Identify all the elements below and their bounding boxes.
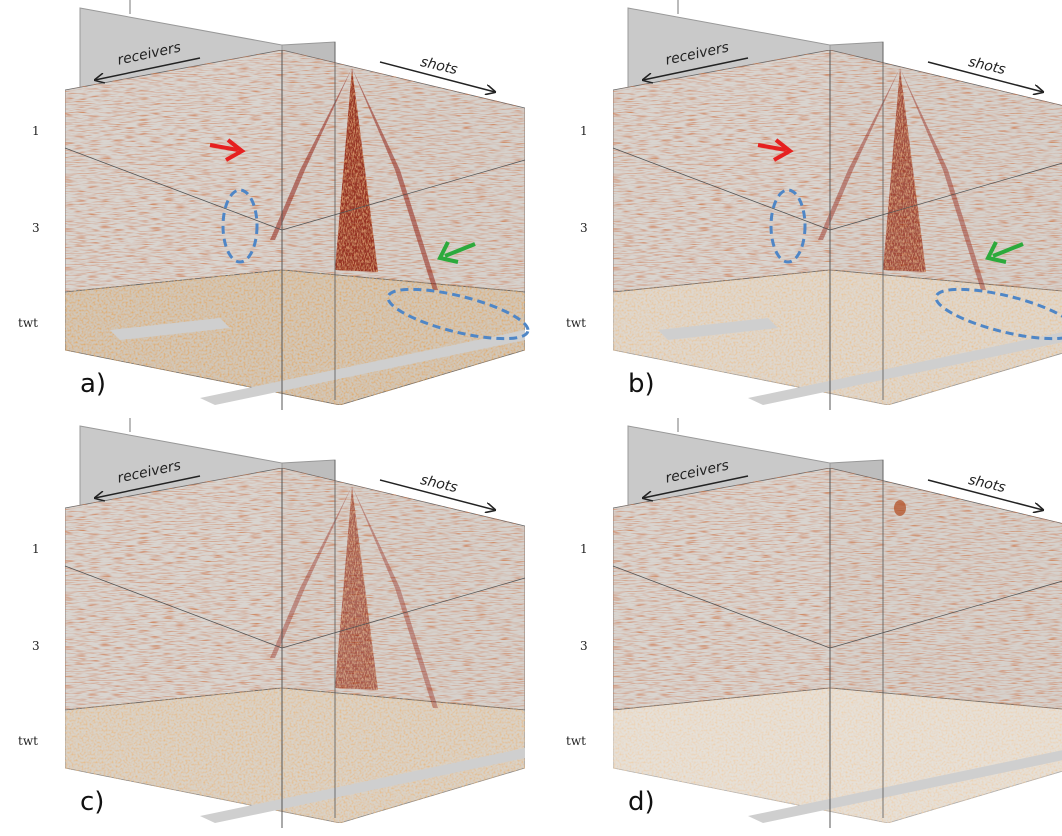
tick-label: 3 <box>32 221 40 235</box>
right-face <box>830 468 1062 710</box>
panel-label: c) <box>80 787 104 817</box>
right-face <box>282 468 525 710</box>
tick-label: 3 <box>580 639 588 653</box>
right-face <box>282 50 525 292</box>
tick-label: 1 <box>580 542 588 556</box>
shots-label: shots <box>419 54 459 78</box>
panel-label: b) <box>628 369 655 399</box>
figure: receiversshots13twta)receiversshots13twt… <box>0 0 1062 836</box>
tick-label: twt <box>18 316 38 330</box>
shots-label: shots <box>419 472 459 496</box>
tick-label: twt <box>566 316 586 330</box>
tick-label: 3 <box>580 221 588 235</box>
tick-label: 1 <box>32 542 40 556</box>
tick-label: 3 <box>32 639 40 653</box>
tick-label: 1 <box>32 124 40 138</box>
shots-label: shots <box>967 54 1007 78</box>
tick-label: twt <box>18 734 38 748</box>
left-face <box>65 468 282 710</box>
shots-label: shots <box>967 472 1007 496</box>
apex <box>894 500 906 516</box>
tick-label: 1 <box>580 124 588 138</box>
panel-label: d) <box>628 787 655 817</box>
tick-label: twt <box>566 734 586 748</box>
panel-label: a) <box>80 369 106 399</box>
left-face <box>613 468 830 710</box>
